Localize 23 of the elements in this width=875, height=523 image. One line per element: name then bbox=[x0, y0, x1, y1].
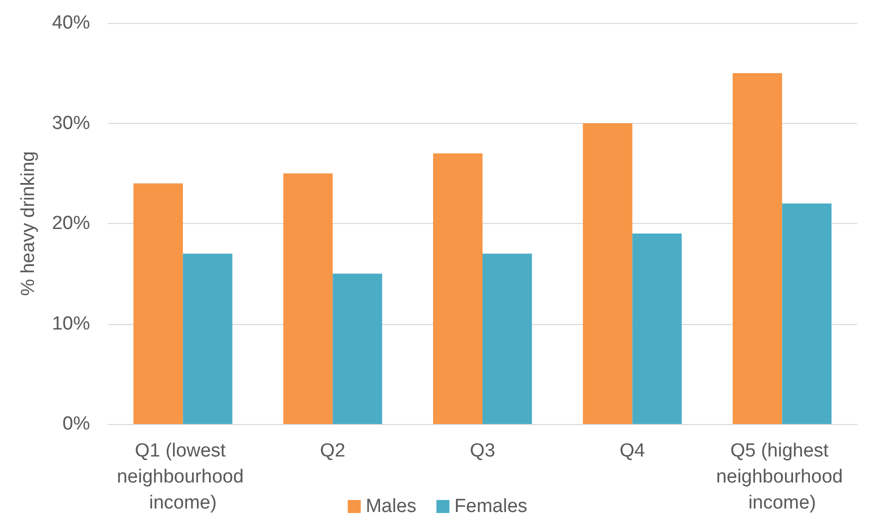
y-axis-title: % heavy drinking bbox=[18, 151, 39, 296]
x-tick-label: Q4 bbox=[620, 440, 646, 462]
y-tick-label: 20% bbox=[52, 213, 90, 234]
x-tick-label: Q1 (lowest neighbourhood income) bbox=[116, 440, 249, 514]
legend-label: Males bbox=[366, 496, 416, 517]
y-tick-label: 30% bbox=[52, 112, 90, 134]
bar bbox=[283, 173, 333, 424]
y-tick-label: 40% bbox=[52, 12, 90, 34]
legend-label: Females bbox=[454, 496, 528, 517]
bar bbox=[482, 254, 532, 424]
bar bbox=[782, 203, 832, 424]
bar bbox=[332, 274, 382, 424]
x-tick-label: Q2 bbox=[320, 440, 346, 462]
bar bbox=[582, 123, 632, 424]
bar bbox=[182, 254, 232, 424]
bar bbox=[133, 183, 183, 424]
bar bbox=[732, 73, 782, 424]
y-tick-label: 10% bbox=[52, 313, 90, 334]
x-tick-label: Q5 (highest neighbourhood income) bbox=[716, 440, 848, 514]
x-tick-label: Q3 bbox=[470, 440, 496, 462]
bar bbox=[632, 234, 682, 424]
bar bbox=[433, 153, 482, 424]
y-tick-label: 0% bbox=[62, 414, 90, 434]
